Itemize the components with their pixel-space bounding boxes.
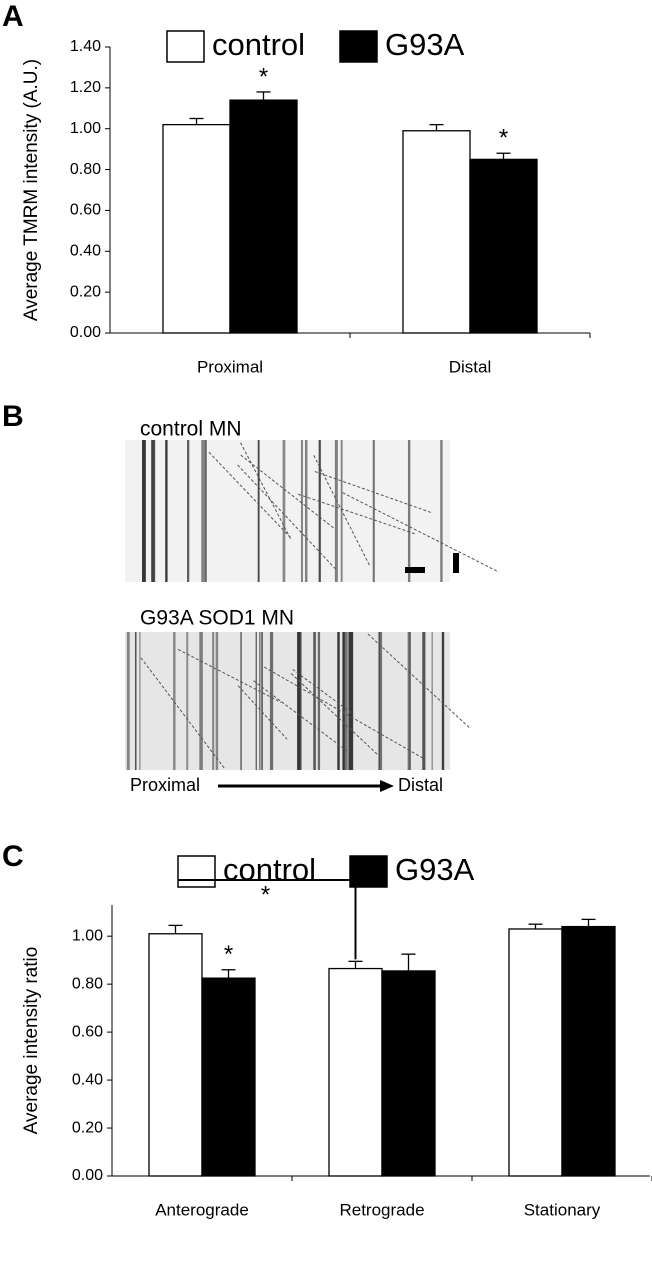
panel-label: A xyxy=(2,0,24,33)
axis-start-label: Proximal xyxy=(130,775,200,795)
bar xyxy=(381,970,436,1177)
x-tick-label: Retrograde xyxy=(339,1200,424,1219)
kymograph-trace xyxy=(314,471,432,514)
bar xyxy=(201,977,256,1177)
kymograph-trace xyxy=(237,464,338,571)
kymograph-traces xyxy=(126,440,500,770)
kymograph-label: G93A SOD1 MN xyxy=(140,607,294,630)
y-axis-label: Average TMRM intensity (A.U.) xyxy=(21,59,42,321)
significance-label: * xyxy=(259,63,268,90)
kymograph-trace xyxy=(313,455,371,566)
kymograph-label: control MN xyxy=(140,418,242,441)
kymograph-trace xyxy=(240,442,292,541)
kymograph-trace xyxy=(342,492,500,573)
kymograph xyxy=(125,440,450,582)
y-tick-label: 1.20 xyxy=(70,79,101,96)
kymograph-trace xyxy=(367,633,470,729)
legend-label: G93A xyxy=(385,27,465,62)
bar xyxy=(469,158,538,334)
axis-end-label: Distal xyxy=(398,775,443,795)
y-tick-label: 0.00 xyxy=(70,324,101,341)
y-tick-label: 0.80 xyxy=(72,975,103,992)
kymograph-trace xyxy=(292,668,352,714)
y-tick-label: 0.20 xyxy=(70,283,101,300)
kymograph-trace xyxy=(298,493,417,535)
legend-label: G93A xyxy=(395,852,475,887)
panel-label: B xyxy=(2,400,24,433)
y-tick-label: 0.40 xyxy=(72,1071,103,1088)
panel-label: C xyxy=(2,840,24,873)
legend-label: control xyxy=(212,27,305,62)
kymograph-trace xyxy=(264,666,424,759)
kymograph-trace xyxy=(253,680,348,752)
kymograph-trace xyxy=(177,648,282,703)
kymograph xyxy=(125,632,450,770)
x-tick-label: Anterograde xyxy=(155,1200,249,1219)
bar xyxy=(508,928,563,1177)
bar xyxy=(229,99,298,334)
scale-bar xyxy=(453,553,459,573)
kymograph-trace xyxy=(237,685,288,740)
y-tick-label: 1.00 xyxy=(70,120,101,137)
bar xyxy=(148,933,203,1177)
y-tick-label: 0.00 xyxy=(72,1167,103,1184)
significance-label: * xyxy=(499,125,508,152)
legend-swatch xyxy=(166,30,205,63)
significance-bracket xyxy=(177,879,357,960)
kymograph-trace xyxy=(140,657,226,770)
y-tick-label: 1.40 xyxy=(70,38,101,55)
arrow-head xyxy=(380,780,394,792)
y-tick-label: 0.40 xyxy=(70,243,101,260)
x-tick-label: Proximal xyxy=(197,357,263,376)
y-tick-label: 1.00 xyxy=(72,927,103,944)
y-tick-label: 0.80 xyxy=(70,161,101,178)
bar xyxy=(162,123,231,334)
legend-swatch xyxy=(339,30,378,63)
bar xyxy=(402,130,471,334)
y-tick-label: 0.60 xyxy=(72,1023,103,1040)
bar xyxy=(328,967,383,1177)
bar xyxy=(561,925,616,1177)
bracket-label: * xyxy=(261,881,270,908)
y-axis-label: Average intensity ratio xyxy=(21,947,42,1135)
y-tick-label: 0.60 xyxy=(70,202,101,219)
y-tick-label: 0.20 xyxy=(72,1119,103,1136)
x-tick-label: Distal xyxy=(449,357,492,376)
legend-swatch xyxy=(177,855,216,888)
significance-label: * xyxy=(224,941,233,968)
x-tick-label: Stationary xyxy=(524,1200,601,1219)
scale-bar xyxy=(405,567,425,573)
legend-label: control xyxy=(223,852,316,887)
